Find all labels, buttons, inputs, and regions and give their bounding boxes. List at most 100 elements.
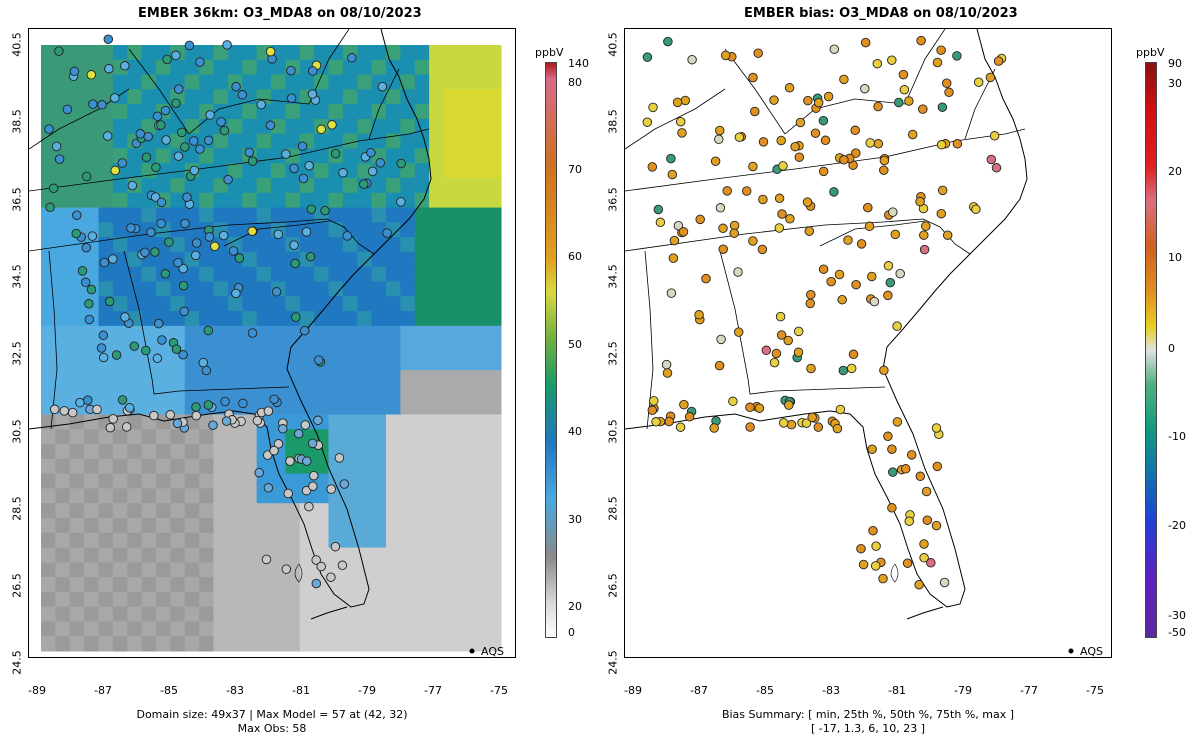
grid-cell (127, 89, 143, 105)
florida-keys (906, 606, 944, 620)
grid-cell (69, 444, 85, 460)
grid-cell (357, 163, 373, 179)
colorbar-tick-label: -50 (1168, 626, 1186, 639)
grid-cell (414, 547, 430, 563)
station-marker (48, 183, 59, 194)
grid-cell (55, 118, 71, 135)
left-map-frame[interactable]: AQS (28, 28, 516, 658)
grid-cell (127, 517, 143, 534)
grid-cell (184, 74, 200, 90)
grid-cell (429, 591, 444, 608)
grid-cell (357, 296, 373, 312)
grid-cell (371, 488, 387, 504)
grid-cell (328, 104, 344, 120)
grid-cell (213, 606, 229, 622)
grid-cell (429, 325, 444, 342)
station-marker (117, 158, 128, 168)
grid-cell (472, 606, 488, 622)
station-marker (135, 129, 146, 139)
grid-cell (69, 118, 85, 135)
grid-cell (472, 104, 488, 120)
grid-cell (242, 517, 258, 534)
grid-cell (414, 355, 430, 371)
grid-cell (271, 266, 286, 282)
grid-cell (443, 384, 459, 401)
grid-cell (199, 547, 214, 563)
grid-cell (69, 89, 85, 105)
grid-cell (429, 547, 444, 563)
grid-cell (414, 488, 430, 504)
grid-cell (457, 370, 473, 386)
grid-cell (213, 488, 229, 504)
grid-cell (342, 148, 358, 164)
grid-cell (256, 74, 272, 90)
grid-cell (127, 192, 143, 209)
station-marker (256, 99, 266, 110)
grid-cell (486, 281, 502, 297)
grid-cell (141, 429, 157, 445)
station-marker (261, 554, 272, 565)
grid-cell (371, 178, 387, 194)
grid-cell (285, 517, 301, 534)
grid-cell (429, 311, 444, 327)
grid-cell (271, 133, 286, 149)
grid-cell (357, 488, 373, 504)
grid-cell (55, 591, 71, 608)
grid-cell (199, 281, 214, 297)
station-marker (201, 365, 212, 376)
station-marker (129, 341, 140, 351)
grid-cell (400, 222, 416, 238)
x-tick-label: -81 (292, 684, 310, 697)
station-marker (171, 344, 182, 354)
station-marker (59, 406, 70, 416)
grid-cell (429, 355, 444, 371)
grid-cell (98, 577, 114, 593)
grid-cell (98, 222, 114, 238)
right-colorbar-unit: ppbV (1136, 46, 1165, 59)
grid-cell (443, 207, 459, 223)
grid-cell (271, 503, 286, 519)
grid-cell (271, 296, 286, 312)
grid-cell (127, 104, 143, 120)
grid-cell (69, 517, 85, 534)
grid-cell (69, 429, 85, 445)
station-marker (718, 223, 728, 234)
grid-cell (429, 458, 444, 475)
y-tick-label: 26.5 (606, 573, 620, 598)
grid-cell (55, 606, 71, 622)
station-marker (856, 239, 867, 249)
florida-keys (310, 606, 348, 620)
grid-cell (55, 473, 71, 489)
grid-cell (371, 562, 387, 578)
grid-cell (400, 89, 416, 105)
station-marker (653, 204, 664, 215)
grid-cell (271, 517, 286, 534)
grid-cell (342, 429, 358, 445)
grid-cell (472, 207, 488, 223)
grid-cell (328, 429, 344, 445)
grid-cell (472, 148, 488, 164)
grid-cell (414, 429, 430, 445)
grid-cell (486, 163, 502, 179)
station-marker (262, 450, 273, 460)
right-map-frame[interactable]: AQS (624, 28, 1112, 658)
station-marker (710, 156, 721, 166)
grid-cell (328, 503, 344, 519)
grid-cell (328, 547, 344, 563)
grid-cell (414, 148, 430, 164)
grid-cell (371, 414, 387, 430)
grid-cell (242, 591, 258, 608)
grid-cell (357, 74, 373, 90)
station-marker (347, 53, 357, 63)
grid-cell (199, 74, 214, 90)
grid-cell (170, 370, 186, 386)
grid-cell (69, 384, 85, 401)
grid-cell (184, 473, 200, 489)
grid-cell (285, 636, 301, 652)
grid-cell (328, 621, 344, 637)
grid-cell (386, 621, 401, 637)
grid-cell (328, 517, 344, 534)
station-marker (337, 560, 348, 571)
station-marker (873, 139, 884, 149)
grid-cell (342, 104, 358, 120)
